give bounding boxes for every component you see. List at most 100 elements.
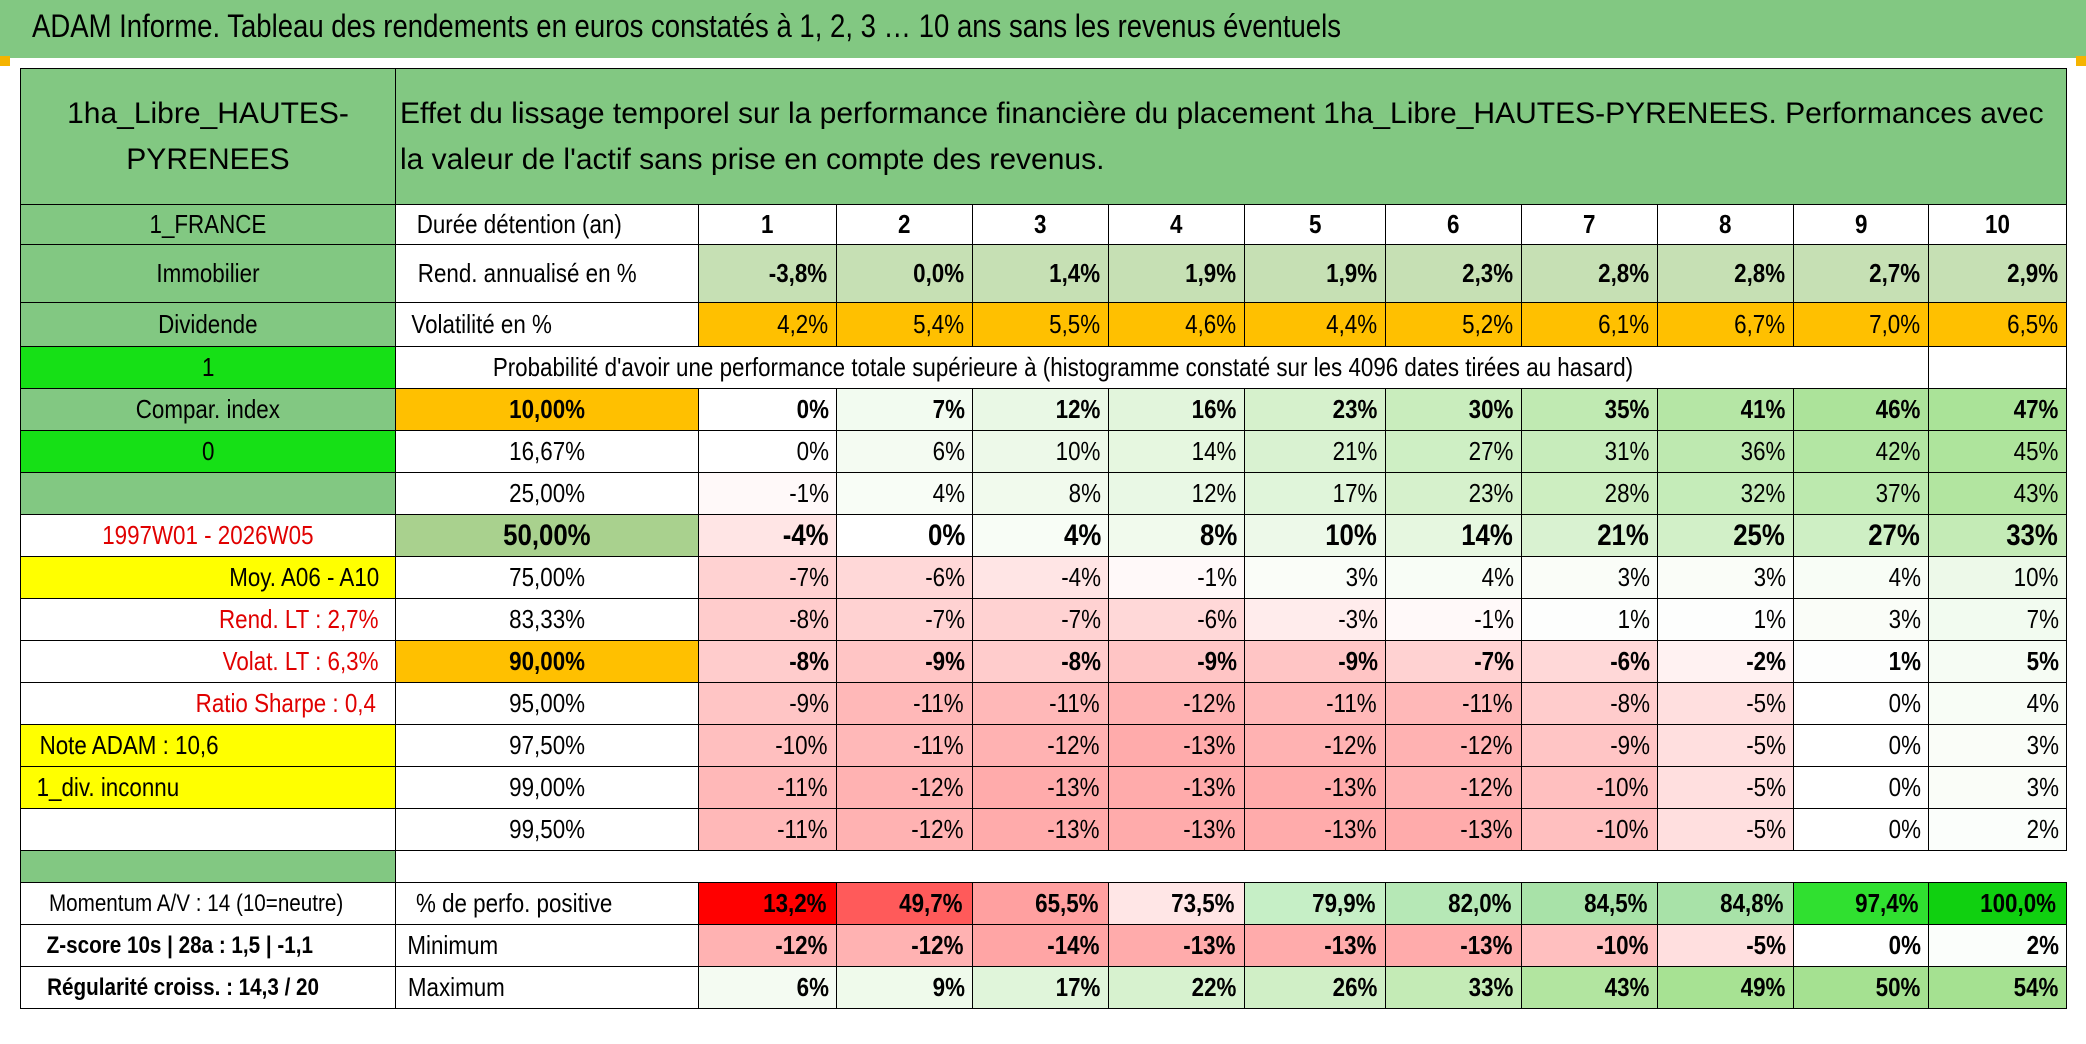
corner-marker bbox=[0, 56, 10, 66]
vol-value: 5,4% bbox=[836, 302, 973, 347]
quantile-value: 3% bbox=[1928, 724, 2067, 767]
pos-value: 49,7% bbox=[836, 882, 973, 925]
quantile-row: Ratio Sharpe : 0,4 95,00% -9% -11% -11% -12% -… bbox=[20, 682, 2067, 725]
title-bar: ADAM Informe. Tableau des rendements en … bbox=[0, 0, 2086, 58]
rend-row: Immobilier Rend. annualisé en % -3,8% 0,0% 1… bbox=[20, 244, 2067, 303]
quantile-value: -2% bbox=[1657, 640, 1794, 683]
quantile-value: 8% bbox=[972, 472, 1109, 515]
quantile-value: 0% bbox=[1793, 682, 1929, 725]
country-label: 1_FRANCE bbox=[20, 204, 396, 245]
quantile-value: -6% bbox=[1521, 640, 1658, 683]
quantile-value: -11% bbox=[836, 724, 973, 767]
year-header: 5 bbox=[1244, 204, 1386, 245]
sidebar-cell bbox=[20, 472, 396, 515]
quantile-value: 7% bbox=[836, 388, 973, 431]
quantile-value: 42% bbox=[1793, 430, 1929, 473]
separator-cell bbox=[1245, 851, 1386, 883]
quantile-value: -11% bbox=[698, 766, 837, 809]
quantile-value: -12% bbox=[1108, 682, 1245, 725]
quantile-value: -7% bbox=[836, 598, 973, 641]
quantile-value: 3% bbox=[1244, 556, 1386, 599]
quantile-value: -9% bbox=[1244, 640, 1386, 683]
quantile-value: -7% bbox=[1385, 640, 1522, 683]
quantile-value: -8% bbox=[1521, 682, 1658, 725]
quantile-value: -8% bbox=[972, 640, 1109, 683]
quantile-value: -7% bbox=[972, 598, 1109, 641]
zscore-label: Z-score 10s | 28a : 1,5 | -1,1 bbox=[20, 924, 396, 967]
flag-one: 1 bbox=[20, 346, 396, 389]
quantile-value: 12% bbox=[972, 388, 1109, 431]
vol-value: 4,2% bbox=[698, 302, 837, 347]
rend-value: 2,8% bbox=[1521, 244, 1658, 303]
quantile-value: 8% bbox=[1108, 514, 1245, 557]
year-header: 9 bbox=[1793, 204, 1929, 245]
quantile-label: 16,67% bbox=[395, 430, 699, 473]
quantile-value: 0% bbox=[1793, 766, 1929, 809]
quantile-value: 1% bbox=[1657, 598, 1794, 641]
quantile-value: 4% bbox=[836, 472, 973, 515]
quantile-value: 28% bbox=[1521, 472, 1658, 515]
sidebar-cell: Ratio Sharpe : 0,4 bbox=[20, 682, 396, 725]
vol-value: 6,7% bbox=[1657, 302, 1794, 347]
quantile-value: 0% bbox=[698, 388, 837, 431]
quantile-value: -13% bbox=[1385, 808, 1522, 851]
separator-cell bbox=[973, 851, 1109, 883]
quantile-row: Note ADAM : 10,6 97,50% -10% -11% -12% -13% -1… bbox=[20, 724, 2067, 767]
sidebar-cell: Note ADAM : 10,6 bbox=[20, 724, 396, 767]
quantile-label: 99,50% bbox=[395, 808, 699, 851]
year-header: 4 bbox=[1108, 204, 1245, 245]
quantile-value: -11% bbox=[1385, 682, 1522, 725]
regularite-label: Régularité croiss. : 14,3 / 20 bbox=[20, 966, 396, 1009]
quantile-label: 97,50% bbox=[395, 724, 699, 767]
quantile-value: 7% bbox=[1928, 598, 2067, 641]
quantile-value: -13% bbox=[1108, 808, 1245, 851]
quantile-value: 27% bbox=[1385, 430, 1522, 473]
max-value: 9% bbox=[836, 966, 973, 1009]
separator-cell bbox=[699, 851, 837, 883]
quantile-value: -10% bbox=[1521, 808, 1658, 851]
min-row: Z-score 10s | 28a : 1,5 | -1,1 Minimum -12… bbox=[20, 924, 2067, 967]
year-header: 10 bbox=[1928, 204, 2067, 245]
quantile-value: 46% bbox=[1793, 388, 1929, 431]
max-value: 50% bbox=[1793, 966, 1929, 1009]
quantile-value: -4% bbox=[698, 514, 837, 557]
pos-value: 100,0% bbox=[1928, 882, 2067, 925]
quantile-row: 1_div. inconnu 99,00% -11% -12% -13% -13% -13%… bbox=[20, 766, 2067, 809]
header-row: 1ha_Libre_HAUTES-PYRENEES Effet du lissag… bbox=[20, 68, 2067, 205]
quantile-value: -5% bbox=[1657, 766, 1794, 809]
quantile-row: Rend. LT : 2,7% 83,33% -8% -7% -7% -6% -3% -1% 1… bbox=[20, 598, 2067, 641]
quantile-row: Volat. LT : 6,3% 90,00% -8% -9% -8% -9% -9% -7%… bbox=[20, 640, 2067, 683]
quantile-value: 6% bbox=[836, 430, 973, 473]
quantile-value: 21% bbox=[1244, 430, 1386, 473]
year-header: 6 bbox=[1385, 204, 1522, 245]
year-header: 1 bbox=[698, 204, 837, 245]
quantile-row: Compar. index 10,00% 0% 7% 12% 16% 23% 30% 35% 41… bbox=[20, 388, 2067, 431]
max-value: 17% bbox=[972, 966, 1109, 1009]
min-value: -12% bbox=[698, 924, 837, 967]
quantile-value: 3% bbox=[1521, 556, 1658, 599]
quantile-value: -12% bbox=[1244, 724, 1386, 767]
asset-name: 1ha_Libre_HAUTES-PYRENEES bbox=[20, 68, 396, 205]
year-header: 8 bbox=[1657, 204, 1794, 245]
quantile-value: -13% bbox=[972, 808, 1109, 851]
year-header: 2 bbox=[836, 204, 973, 245]
quantile-value: -12% bbox=[1385, 724, 1522, 767]
quantile-value: -6% bbox=[1108, 598, 1245, 641]
empty-cell bbox=[1928, 346, 2067, 389]
quantile-value: -1% bbox=[1108, 556, 1245, 599]
rend-value: 0,0% bbox=[836, 244, 973, 303]
min-value: -14% bbox=[972, 924, 1109, 967]
pos-value: 82,0% bbox=[1385, 882, 1522, 925]
year-header: 3 bbox=[972, 204, 1109, 245]
max-value: 54% bbox=[1928, 966, 2067, 1009]
quantile-value: -13% bbox=[1108, 724, 1245, 767]
max-row: Régularité croiss. : 14,3 / 20 Maximum 6% 9… bbox=[20, 966, 2067, 1009]
rend-value: 2,3% bbox=[1385, 244, 1522, 303]
quantile-label: 75,00% bbox=[395, 556, 699, 599]
quantile-label: 99,00% bbox=[395, 766, 699, 809]
quantile-value: 14% bbox=[1108, 430, 1245, 473]
quantile-value: 10% bbox=[1244, 514, 1386, 557]
quantile-label: 50,00% bbox=[395, 514, 699, 557]
quantile-value: 1% bbox=[1793, 640, 1929, 683]
separator-cell bbox=[1658, 851, 1794, 883]
